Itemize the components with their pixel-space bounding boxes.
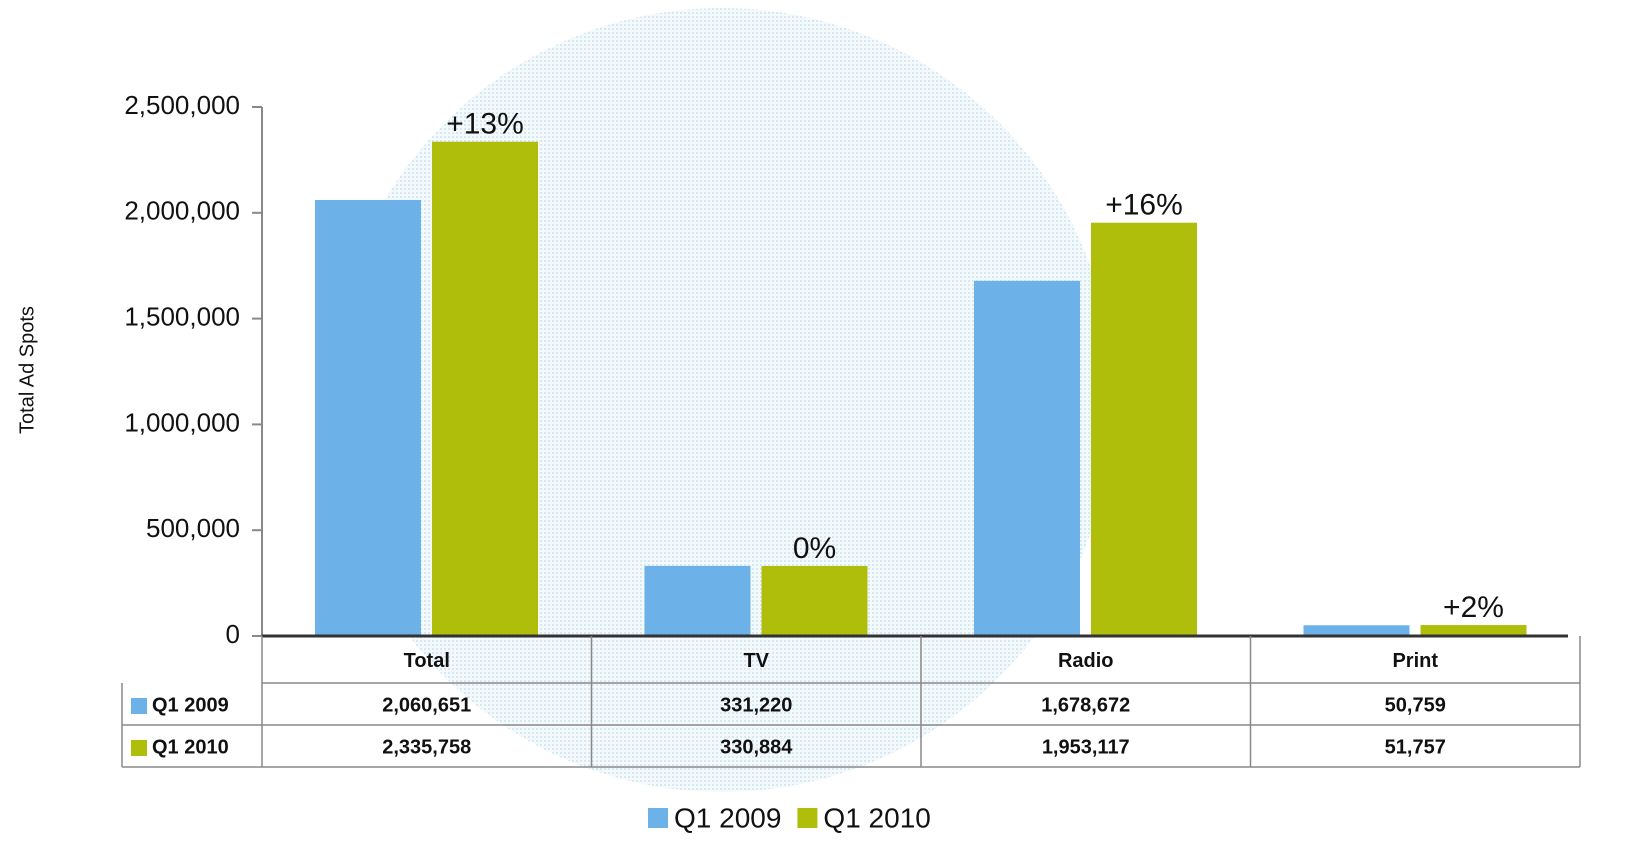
- legend-swatch: [797, 808, 818, 828]
- annotation: 0%: [793, 532, 836, 565]
- annotation: +2%: [1443, 591, 1504, 624]
- legend-label: Q1 2010: [823, 802, 930, 833]
- legend-label: Q1 2009: [674, 802, 781, 833]
- y-tick-label: 0: [226, 619, 240, 649]
- table-swatch: [131, 740, 147, 756]
- table-swatch: [131, 698, 147, 714]
- data-label: 51,757: [1385, 736, 1446, 758]
- table-series-name: Q1 2010: [152, 736, 229, 758]
- bar: [974, 280, 1080, 636]
- bar: [432, 141, 538, 636]
- bar: [1091, 222, 1197, 636]
- y-tick-label: 2,000,000: [124, 196, 240, 226]
- x-tick-label: Total: [404, 650, 450, 672]
- y-tick-label: 500,000: [146, 513, 240, 543]
- bar: [315, 199, 421, 636]
- annotation: +13%: [446, 108, 524, 141]
- data-label: 330,884: [720, 736, 793, 758]
- data-label: 1,953,117: [1042, 736, 1130, 758]
- data-label: 2,060,651: [382, 694, 471, 716]
- data-label: 331,220: [720, 694, 792, 716]
- x-tick-label: Print: [1392, 650, 1438, 672]
- legend-swatch: [648, 808, 668, 828]
- bar: [1303, 625, 1410, 636]
- bar: [644, 565, 751, 636]
- data-label: 1,678,672: [1041, 694, 1130, 716]
- x-tick-label: TV: [743, 650, 769, 672]
- data-label: 50,759: [1385, 694, 1446, 716]
- y-tick-label: 2,500,000: [124, 90, 240, 120]
- bar: [761, 565, 868, 636]
- y-axis-label: Total Ad Spots: [16, 306, 38, 434]
- x-tick-label: Radio: [1058, 650, 1114, 672]
- y-tick-label: 1,000,000: [124, 407, 240, 437]
- table-series-name: Q1 2009: [152, 694, 229, 716]
- data-label: 2,335,758: [382, 736, 471, 758]
- y-tick-label: 1,500,000: [124, 301, 240, 331]
- annotation: +16%: [1105, 189, 1183, 222]
- bar: [1420, 625, 1527, 636]
